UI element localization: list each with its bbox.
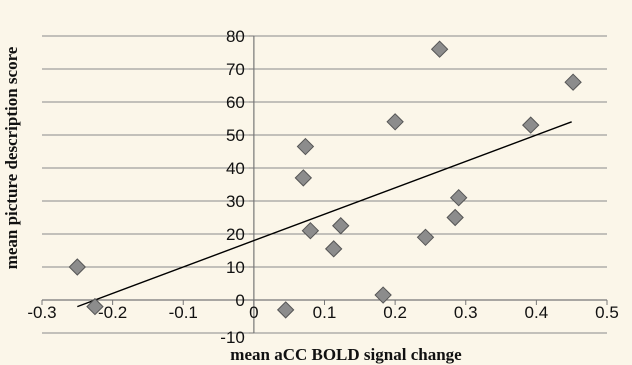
data-point xyxy=(430,40,449,58)
trendline xyxy=(77,121,572,308)
y-tick-label: 30 xyxy=(226,192,245,211)
gridlines xyxy=(42,35,607,334)
y-tick-label: 0 xyxy=(235,291,244,310)
x-tick-label: 0.4 xyxy=(525,303,549,322)
y-tick-label: 10 xyxy=(226,258,245,277)
data-point xyxy=(332,217,350,235)
y-tick-label: -10 xyxy=(220,328,245,347)
data-points xyxy=(68,40,582,319)
data-point xyxy=(522,116,540,134)
tick-labels: -0.3 -0.2 -0.1 0 0.1 0.2 0.3 0.4 0.5-10010203040… xyxy=(27,27,618,347)
y-tick-label: 70 xyxy=(226,60,245,79)
y-tick-label: 60 xyxy=(226,93,245,112)
data-point xyxy=(374,286,392,304)
trendline-group xyxy=(77,121,572,308)
x-tick-label: 0.1 xyxy=(313,303,337,322)
y-tick-label: 50 xyxy=(226,126,245,145)
data-point xyxy=(416,228,435,247)
x-axis-title: mean aCC BOLD signal change xyxy=(230,345,462,364)
data-point xyxy=(294,169,313,187)
x-tick-label: 0 xyxy=(249,303,258,322)
x-tick-label: -0.3 xyxy=(27,303,56,322)
y-tick-label: 40 xyxy=(226,159,245,178)
y-tick-label: 20 xyxy=(226,225,245,244)
axes xyxy=(41,35,608,334)
data-point xyxy=(86,297,104,316)
x-tick-label: -0.2 xyxy=(98,303,127,322)
data-point xyxy=(446,208,464,227)
y-axis-title: mean picture description score xyxy=(2,46,21,269)
x-tick-label: -0.1 xyxy=(169,303,198,322)
data-point xyxy=(296,137,315,156)
data-point xyxy=(324,240,343,258)
data-point xyxy=(301,221,320,240)
data-point xyxy=(386,113,404,131)
data-point xyxy=(449,188,468,207)
y-tick-label: 80 xyxy=(226,27,245,46)
x-tick-label: 0.5 xyxy=(595,303,619,322)
x-tick-label: 0.2 xyxy=(383,303,407,322)
data-point xyxy=(564,73,582,91)
x-tick-label: 0.3 xyxy=(454,303,478,322)
data-point xyxy=(68,258,87,276)
data-point xyxy=(276,301,295,319)
